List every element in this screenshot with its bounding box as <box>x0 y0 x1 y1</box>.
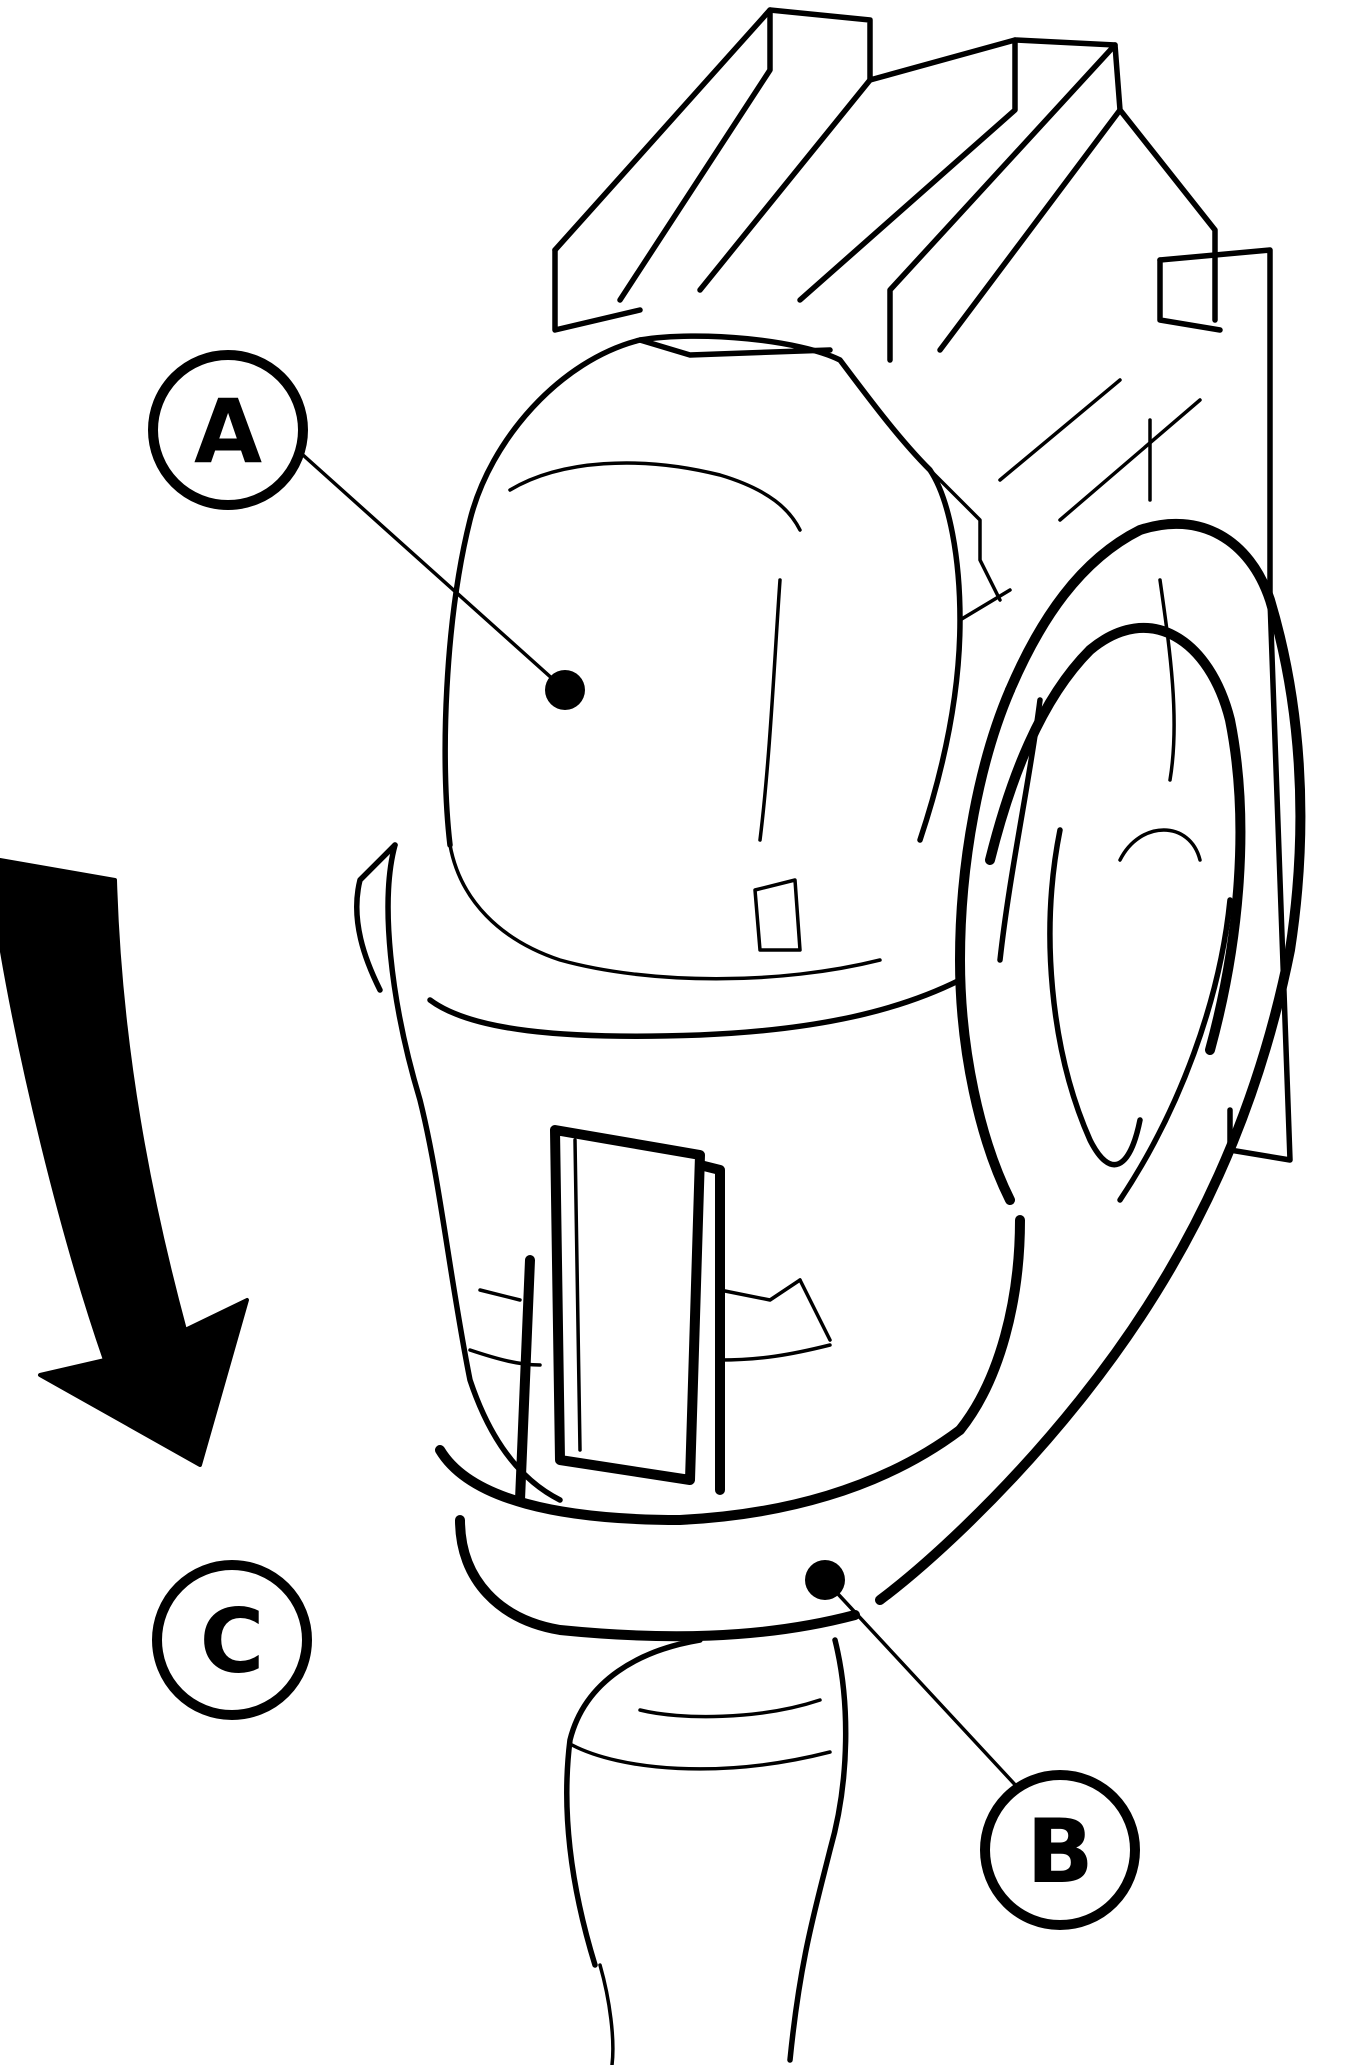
lock-collar <box>354 842 1025 1642</box>
callout-b-label: B <box>1026 1800 1093 1903</box>
leader-line-a <box>301 453 567 692</box>
leader-dot-b <box>805 1560 845 1600</box>
direction-arrow-icon <box>0 858 249 1467</box>
callout-c: C <box>152 1560 312 1720</box>
callout-a: A <box>148 350 308 510</box>
callout-b: B <box>980 1770 1140 1930</box>
rear-connector-block <box>552 7 1293 1163</box>
wire-loop <box>875 518 1306 1605</box>
callout-a-label: A <box>194 380 262 483</box>
front-connector-body <box>442 333 1012 981</box>
leader-lines <box>301 453 1022 1792</box>
wire-harness <box>564 1637 849 2065</box>
latch-window <box>468 1125 832 1505</box>
leader-dot-a <box>545 670 585 710</box>
leader-line-b <box>823 1578 1022 1792</box>
callout-c-label: C <box>200 1590 265 1693</box>
